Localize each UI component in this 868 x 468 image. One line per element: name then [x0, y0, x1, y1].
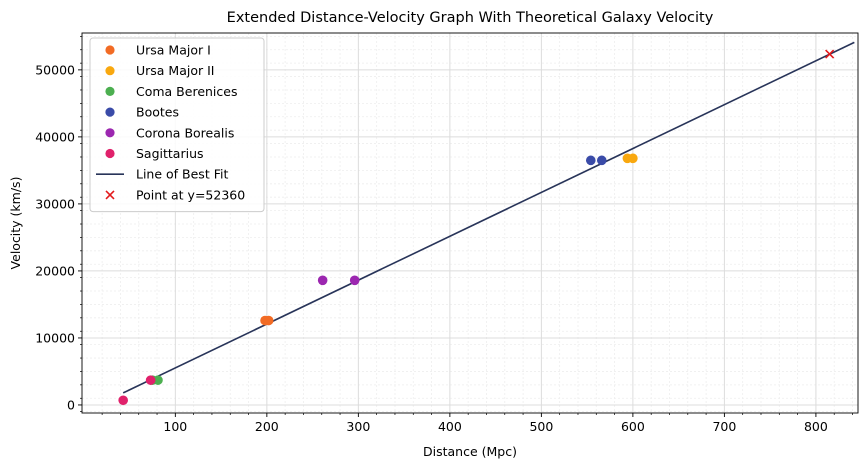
x-tick-label: 300	[346, 419, 370, 434]
y-tick-label: 20000	[35, 263, 75, 278]
chart-title: Extended Distance-Velocity Graph With Th…	[227, 10, 714, 26]
legend-label: Bootes	[136, 105, 179, 120]
data-marks	[118, 41, 855, 406]
legend-swatch	[105, 86, 115, 96]
data-point	[349, 275, 360, 286]
x-tick-label: 200	[255, 419, 279, 434]
x-axis-title: Distance (Mpc)	[423, 444, 517, 459]
legend-label: Coma Berenices	[136, 84, 237, 99]
legend-swatch	[105, 107, 115, 117]
x-tick-label: 700	[712, 419, 736, 434]
y-axis-title: Velocity (km/s)	[8, 177, 23, 270]
legend-label: Corona Borealis	[136, 125, 234, 140]
data-point	[628, 153, 638, 164]
y-tick-label: 10000	[35, 330, 75, 345]
x-marker	[825, 49, 835, 59]
plot-area-frame	[81, 32, 859, 414]
data-point	[596, 155, 607, 166]
legend-label: Line of Best Fit	[136, 167, 228, 182]
y-tick-label: 50000	[35, 62, 75, 77]
line-of-best-fit	[122, 41, 855, 394]
legend-swatch	[105, 148, 115, 159]
y-tick-label: 30000	[35, 196, 75, 211]
data-point	[585, 155, 596, 166]
legend-swatch	[105, 45, 115, 55]
x-marker-stroke	[825, 49, 835, 59]
y-tick-label: 0	[67, 397, 75, 412]
data-point	[145, 375, 156, 385]
x-tick-label: 500	[529, 419, 553, 434]
legend-label: Ursa Major II	[136, 63, 215, 78]
x-tick-label: 100	[163, 419, 187, 434]
legend-label: Ursa Major I	[136, 43, 211, 58]
data-point	[263, 315, 274, 326]
x-tick-label: 400	[438, 419, 462, 434]
legend-label: Sagittarius	[136, 146, 204, 161]
legend-box	[89, 37, 265, 213]
legend-label: Point at y=52360	[136, 187, 245, 202]
x-tick-label: 600	[621, 419, 645, 434]
data-point	[317, 275, 328, 286]
y-tick-label: 40000	[35, 129, 75, 144]
legend: Ursa Major I Ursa Major II Coma Berenices B…	[89, 37, 265, 213]
legend-swatch	[105, 128, 115, 138]
legend-swatch	[105, 190, 115, 200]
legend-swatch	[105, 66, 115, 76]
axis-ticks: 100 200 300 400 500 600 700 800 0 10000 20000 30000…	[35, 36, 853, 434]
data-point	[153, 375, 163, 385]
x-tick-label: 800	[804, 419, 828, 434]
data-point	[118, 395, 128, 406]
